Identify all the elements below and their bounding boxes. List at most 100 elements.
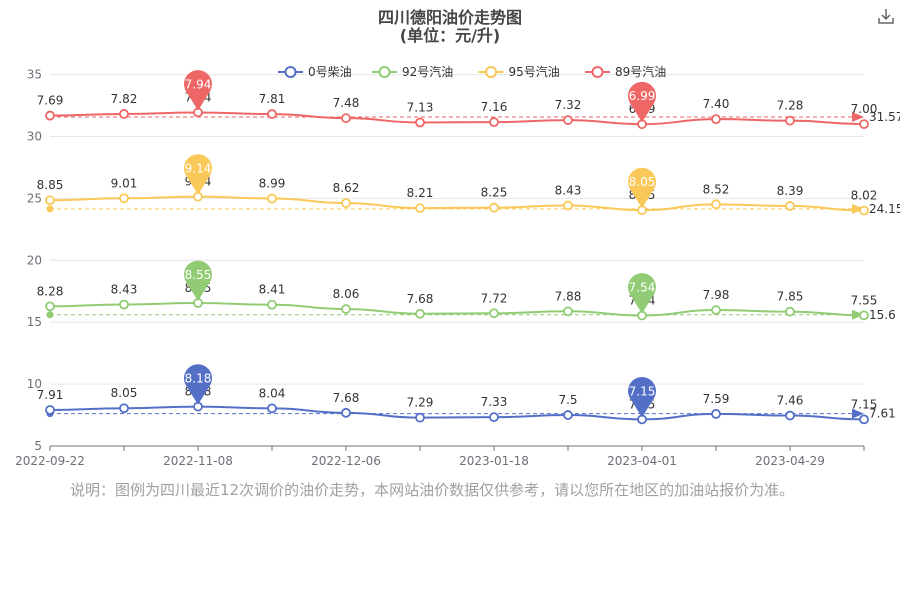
value-label: 8.43	[555, 183, 582, 197]
value-label: 7.33	[481, 395, 508, 409]
legend-label: 89号汽油	[615, 64, 666, 79]
data-point	[119, 109, 129, 119]
series-line	[49, 301, 865, 317]
data-point	[711, 199, 721, 210]
data-point	[415, 308, 425, 319]
data-point	[859, 414, 869, 425]
data-point	[119, 299, 129, 310]
value-label: 7.16	[481, 100, 508, 114]
max-marker	[184, 260, 212, 301]
value-label: 8.05	[111, 386, 138, 400]
average-lines: 7.61 15.6 24.15 31.57	[46, 110, 900, 421]
y-axis: 5 10 15 20 25 30 35	[27, 68, 42, 453]
download-icon[interactable]	[877, 7, 895, 29]
data-point	[859, 310, 869, 321]
value-label: 8.02	[851, 189, 878, 203]
y-tick-label: 20	[27, 253, 42, 267]
data-point	[119, 193, 129, 204]
max-marker	[184, 364, 212, 405]
data-point	[785, 115, 795, 126]
max-label: 9.14	[185, 162, 212, 176]
data-point	[45, 405, 55, 415]
data-point	[563, 306, 573, 317]
value-label: 8.06	[333, 287, 360, 301]
value-label: 8.21	[407, 186, 434, 200]
data-point	[563, 200, 573, 211]
value-label: 7.15	[851, 397, 878, 411]
data-point	[415, 203, 425, 214]
value-label: 8.28	[37, 284, 64, 298]
x-tick-label: 2022-12-06	[311, 454, 381, 468]
value-label: 7.48	[333, 96, 360, 110]
legend[interactable]: 0号柴油 92号汽油 95号汽油 89号汽油	[278, 64, 666, 79]
legend-marker	[485, 66, 497, 78]
min-label: 7.15	[629, 384, 656, 398]
chart-note: 说明：图例为四川最近12次调价的油价走势，本网站油价数据仅供参考，请以您所在地区…	[70, 481, 795, 499]
value-label: 7.81	[259, 92, 286, 106]
legend-label: 92号汽油	[402, 64, 453, 79]
data-point	[859, 119, 869, 129]
average-arrow	[852, 112, 864, 123]
value-label: 7.91	[37, 388, 64, 402]
min-marker	[628, 377, 657, 418]
value-label: 8.39	[777, 184, 804, 198]
data-point	[267, 299, 277, 310]
value-label: 7.82	[111, 92, 138, 106]
data-point	[489, 412, 499, 423]
y-tick-label: 35	[27, 68, 42, 82]
data-point	[341, 304, 351, 314]
average-start-dot	[46, 205, 54, 213]
min-label: 6.99	[629, 89, 656, 103]
max-label: 8.55	[185, 268, 212, 282]
data-point	[563, 410, 573, 420]
data-point	[267, 109, 277, 119]
value-label: 7.69	[37, 94, 64, 108]
value-label: 7.68	[333, 391, 360, 405]
data-point	[711, 114, 721, 125]
series-line	[49, 111, 865, 126]
value-label: 8.25	[481, 186, 508, 200]
legend-item[interactable]: 95号汽油	[478, 64, 560, 79]
data-point	[415, 117, 425, 128]
x-tick-label: 2023-04-29	[755, 454, 825, 468]
data-point	[489, 202, 499, 213]
max-min-markers: 8.18 7.15 8.55 7.54 9.14 8.05 7.94 6.99	[184, 70, 657, 418]
legend-item[interactable]: 89号汽油	[585, 64, 666, 79]
value-label: 7.55	[851, 293, 878, 307]
legend-marker	[284, 66, 297, 78]
data-point	[415, 412, 425, 423]
min-label: 7.54	[629, 281, 656, 295]
value-label: 7.85	[777, 290, 804, 304]
data-point	[45, 301, 55, 312]
chart-title: 四川德阳油价走势图	[377, 8, 522, 27]
y-tick-label: 25	[27, 191, 42, 205]
x-tick-label: 2022-11-08	[163, 454, 233, 468]
min-marker	[628, 273, 657, 314]
legend-item[interactable]: 0号柴油	[278, 65, 352, 79]
data-point	[341, 407, 351, 418]
data-point	[341, 113, 351, 124]
average-arrow	[852, 408, 864, 419]
value-label: 8.43	[111, 282, 138, 296]
data-point	[563, 115, 573, 126]
data-point	[711, 409, 721, 419]
value-label: 8.62	[333, 181, 360, 195]
series-lines	[45, 107, 869, 425]
value-label: 8.52	[703, 182, 730, 196]
max-marker	[184, 70, 212, 111]
x-tick-label: 2022-09-22	[15, 454, 85, 468]
data-point	[45, 110, 55, 121]
series-line	[49, 405, 865, 421]
average-label: 15.6	[869, 308, 896, 322]
value-label: 9.01	[111, 176, 138, 190]
value-label: 8.04	[259, 386, 286, 400]
data-point	[267, 403, 277, 414]
legend-item[interactable]: 92号汽油	[372, 64, 453, 79]
data-point	[859, 205, 869, 216]
x-tick-label: 2023-04-01	[607, 454, 677, 468]
legend-marker	[591, 66, 604, 78]
x-axis: 2022-09-22 2022-11-08 2022-12-06 2023-01-18…	[15, 445, 865, 468]
value-label: 7.28	[777, 99, 804, 113]
legend-label: 0号柴油	[308, 65, 352, 79]
min-label: 8.05	[629, 175, 656, 189]
